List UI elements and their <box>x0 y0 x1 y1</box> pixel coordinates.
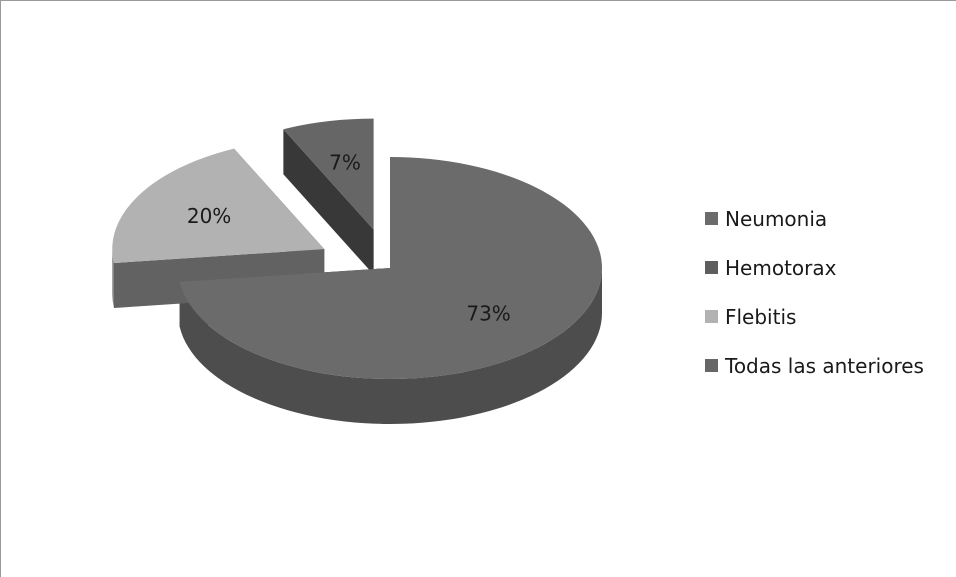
pie-label-layer: 73% 20% 7% <box>187 151 511 326</box>
slice-wall <box>179 268 602 425</box>
slice-top <box>112 148 325 263</box>
legend-item: Todas las anteriores <box>705 353 924 378</box>
legend-swatch <box>705 310 718 323</box>
slice-side-face <box>283 129 374 275</box>
pie-slices: 73% 20% 7% <box>112 118 602 425</box>
legend-item: Flebitis <box>705 304 924 329</box>
legend-swatch <box>705 261 718 274</box>
legend-item: Neumonia <box>705 206 924 231</box>
legend-label: Hemotorax <box>725 255 837 280</box>
legend-label: Neumonia <box>725 206 828 231</box>
slice-label: 73% <box>466 302 510 326</box>
pie-top-layer <box>112 118 602 379</box>
frame-top-border <box>0 0 956 1</box>
legend-item: Hemotorax <box>705 255 924 280</box>
slice-top <box>179 157 602 379</box>
legend-swatch <box>705 359 718 372</box>
slice-label: 7% <box>329 151 361 175</box>
legend-label: Todas las anteriores <box>725 353 924 378</box>
slice-top <box>283 118 374 230</box>
legend-swatch <box>705 212 718 225</box>
slice-label: 20% <box>187 204 231 228</box>
legend: Neumonia Hemotorax Flebitis Todas las an… <box>705 206 924 402</box>
slice-wall <box>112 249 114 308</box>
frame-left-border <box>0 0 1 577</box>
legend-label: Flebitis <box>725 304 797 329</box>
